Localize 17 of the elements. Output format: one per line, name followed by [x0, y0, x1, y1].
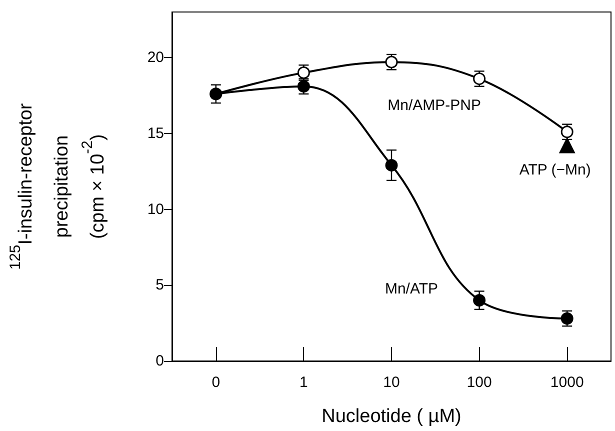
y-tick-label: 5 — [156, 276, 164, 294]
point — [473, 294, 486, 307]
x-tick-label: 1 — [300, 374, 308, 391]
series-label: Mn/AMP-PNP — [388, 97, 481, 114]
series-label: ATP (−Mn) — [519, 161, 591, 178]
series-label: Mn/ATP — [384, 280, 438, 298]
y-tick-label: 20 — [147, 49, 164, 66]
x-tick-label: 1000 — [550, 374, 584, 391]
point — [385, 159, 398, 172]
y-tick-label: 10 — [147, 200, 164, 218]
y-tick-label: 0 — [156, 352, 164, 370]
x-axis-title: Nucleotide ( µM) — [322, 406, 462, 427]
point — [559, 138, 575, 154]
x-tick-label: 100 — [466, 374, 492, 391]
x-tick-label: 10 — [383, 374, 400, 391]
y-tick-label: 15 — [147, 124, 164, 142]
x-tick-label: 0 — [212, 374, 220, 391]
